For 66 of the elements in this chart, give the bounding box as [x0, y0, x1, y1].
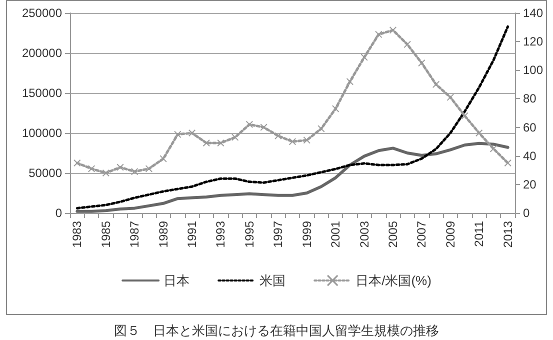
point [504, 160, 512, 166]
y-tick-label: 50000 [28, 166, 62, 180]
x-tick-label: 1987 [128, 220, 142, 248]
point [102, 170, 110, 176]
y2-tick-label: 40 [523, 148, 537, 163]
x-tick-label: 2005 [386, 220, 400, 248]
x-tick-label: 1993 [214, 220, 228, 248]
point [490, 145, 497, 152]
y2-tick-label: 20 [523, 177, 537, 192]
point [145, 165, 152, 172]
point [174, 130, 182, 138]
point [188, 130, 196, 136]
y2-tick-label: 100 [523, 63, 544, 78]
x-tick-label: 1995 [242, 220, 256, 248]
point [461, 112, 468, 120]
y-tick-label: 150000 [22, 86, 62, 100]
x-tick-label: 2001 [328, 220, 343, 248]
point [74, 160, 81, 166]
point [432, 80, 440, 88]
y2-tick-label: 0 [523, 206, 530, 220]
point [246, 120, 253, 128]
point [318, 125, 325, 132]
point [232, 134, 239, 141]
y2-tick-label: 140 [523, 6, 544, 20]
caption: 図５ 日本と米国における在籍中国人留学生規模の推移 [114, 324, 439, 339]
x-tick-label: 2013 [500, 220, 515, 248]
point [360, 54, 368, 61]
y-tick-label: 250000 [22, 6, 62, 20]
point [160, 155, 167, 162]
x-tick-label: 1997 [271, 220, 286, 248]
point [303, 136, 310, 144]
legend-label: 日本/米国(%) [356, 273, 432, 288]
legend-label: 米国 [260, 273, 286, 288]
point [375, 30, 382, 38]
x-tick-label: 1989 [156, 220, 170, 248]
point [476, 130, 483, 136]
point [116, 164, 124, 171]
y2-tick-label: 120 [523, 34, 544, 49]
y2-tick-label: 60 [523, 120, 537, 134]
point [418, 60, 426, 66]
point [389, 26, 396, 34]
x-tick-label: 2007 [414, 220, 429, 248]
point [88, 165, 96, 172]
x-tick-label: 1991 [185, 220, 200, 248]
line-series [76, 142, 510, 213]
point [289, 138, 296, 146]
point [346, 78, 354, 86]
point [202, 140, 210, 146]
x-tick-label: 2009 [443, 220, 458, 248]
x-tick-label: 2011 [472, 220, 486, 247]
point [260, 124, 268, 131]
point [332, 105, 340, 112]
point [274, 132, 282, 140]
line-series [76, 25, 510, 210]
x-tick-label: 2003 [357, 220, 372, 248]
point [131, 168, 138, 176]
y-tick-label: 100000 [22, 126, 62, 140]
x-tick-label: 1999 [300, 220, 314, 248]
y2-tick-label: 80 [523, 92, 537, 106]
point [404, 40, 411, 48]
x-tick-label: 1985 [98, 220, 113, 248]
legend-label: 日本 [164, 273, 190, 288]
x-tick-label: 1983 [70, 220, 84, 248]
point [446, 94, 454, 101]
y-tick-label: 0 [55, 206, 62, 220]
y-tick-label: 200000 [22, 46, 62, 60]
